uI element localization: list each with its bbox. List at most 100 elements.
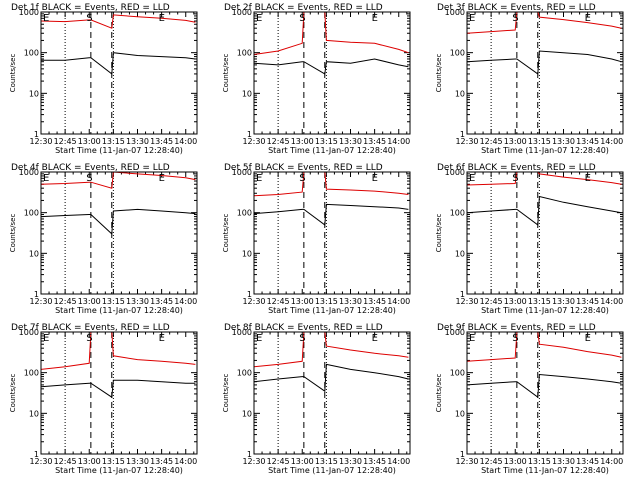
y-tick-label: 10 xyxy=(455,249,465,258)
panel-title: Det 6f BLACK = Events, RED = LLD xyxy=(437,163,596,173)
start-marker: S xyxy=(86,13,92,24)
y-axis-label: Counts/sec xyxy=(222,54,230,93)
x-tick-label: 12:30 xyxy=(455,297,478,306)
y-tick-label: 10 xyxy=(29,89,39,98)
x-tick-label: 13:00 xyxy=(291,297,314,306)
start-marker: S xyxy=(512,333,518,344)
x-tick-label: 13:15 xyxy=(315,137,338,146)
x-axis-label: Start Time (11-Jan-07 12:28:40) xyxy=(268,306,396,315)
y-tick-label: 10 xyxy=(29,249,39,258)
x-tick-label: 12:30 xyxy=(29,137,52,146)
x-tick-label: 13:30 xyxy=(126,457,149,466)
start-marker: S xyxy=(512,173,518,184)
y-axis-label: Counts/sec xyxy=(435,374,443,413)
x-tick-label: 12:30 xyxy=(242,297,265,306)
plot-area xyxy=(467,332,622,399)
end-marker: E xyxy=(159,13,165,24)
series-lld-line xyxy=(467,172,622,186)
x-tick-label: 14:00 xyxy=(174,297,197,306)
end-marker: E xyxy=(372,173,378,184)
y-tick-label: 100 xyxy=(24,209,39,218)
x-tick-label: 13:45 xyxy=(150,137,173,146)
end-marker-left: E xyxy=(43,13,49,24)
plot-frame xyxy=(40,11,198,135)
x-tick-label: 12:30 xyxy=(242,137,265,146)
start-marker: S xyxy=(299,173,305,184)
y-tick-label: 1 xyxy=(460,130,465,139)
end-marker-left: E xyxy=(469,13,475,24)
x-tick-label: 14:00 xyxy=(387,297,410,306)
x-tick-label: 13:45 xyxy=(363,297,386,306)
series-lld-line xyxy=(41,14,196,29)
x-tick-label: 13:45 xyxy=(576,297,599,306)
panel-title: Det 1f BLACK = Events, RED = LLD xyxy=(11,3,170,13)
x-tick-label: 13:45 xyxy=(576,457,599,466)
y-tick-label: 1 xyxy=(460,450,465,459)
x-tick-label: 13:00 xyxy=(291,457,314,466)
y-tick-label: 1 xyxy=(34,290,39,299)
x-tick-label: 12:30 xyxy=(29,297,52,306)
x-tick-label: 12:30 xyxy=(242,457,265,466)
plot-frame xyxy=(40,171,198,295)
x-axis-label: Start Time (11-Jan-07 12:28:40) xyxy=(268,466,396,475)
plot-area xyxy=(467,172,622,226)
y-tick-label: 1000 xyxy=(19,168,39,177)
series-lld-line xyxy=(41,172,196,189)
end-marker: E xyxy=(159,333,165,344)
end-marker: E xyxy=(585,173,591,184)
end-marker: E xyxy=(585,13,591,24)
x-tick-label: 14:00 xyxy=(600,457,623,466)
x-tick-label: 13:45 xyxy=(576,137,599,146)
x-tick-label: 12:30 xyxy=(29,457,52,466)
y-tick-label: 1 xyxy=(247,450,252,459)
x-tick-label: 13:30 xyxy=(126,297,149,306)
x-tick-label: 13:45 xyxy=(363,137,386,146)
x-tick-label: 13:00 xyxy=(504,457,527,466)
x-tick-label: 12:45 xyxy=(267,457,290,466)
y-axis-label: Counts/sec xyxy=(222,214,230,253)
y-tick-label: 10 xyxy=(242,89,252,98)
panel-title: Det 2f BLACK = Events, RED = LLD xyxy=(224,3,383,13)
plot-frame xyxy=(253,11,411,135)
panel-4: Det 4f BLACK = Events, RED = LLD 12:30 12:… xyxy=(9,163,198,315)
x-tick-label: 13:00 xyxy=(291,137,314,146)
end-marker: E xyxy=(372,333,378,344)
panel-6: Det 6f BLACK = Events, RED = LLD 12:30 12:… xyxy=(435,163,624,315)
series-events-line xyxy=(41,208,196,235)
y-tick-label: 1 xyxy=(34,130,39,139)
x-tick-label: 13:15 xyxy=(315,297,338,306)
series-events-line xyxy=(467,373,622,399)
panel-title: Det 3f BLACK = Events, RED = LLD xyxy=(437,3,596,13)
x-tick-label: 13:00 xyxy=(78,137,101,146)
start-marker: S xyxy=(299,333,305,344)
x-tick-label: 13:00 xyxy=(78,297,101,306)
x-tick-label: 13:15 xyxy=(315,457,338,466)
y-tick-label: 1 xyxy=(247,290,252,299)
y-tick-label: 10 xyxy=(242,409,252,418)
series-lld-line xyxy=(254,332,409,368)
plot-frame xyxy=(40,331,198,455)
series-events-line xyxy=(254,203,409,226)
y-tick-label: 100 xyxy=(237,49,252,58)
end-marker: E xyxy=(585,333,591,344)
series-events-line xyxy=(254,363,409,393)
series-events-line xyxy=(467,195,622,226)
plot-frame xyxy=(253,171,411,295)
x-tick-label: 13:45 xyxy=(150,457,173,466)
start-marker: S xyxy=(512,13,518,24)
x-tick-label: 12:30 xyxy=(455,137,478,146)
series-lld-line xyxy=(41,332,196,370)
y-axis-label: Counts/sec xyxy=(9,214,17,253)
end-marker-left: E xyxy=(469,333,475,344)
y-tick-label: 1000 xyxy=(19,8,39,17)
y-tick-label: 1000 xyxy=(445,328,465,337)
plot-area xyxy=(254,332,409,393)
y-tick-label: 1000 xyxy=(445,168,465,177)
x-tick-label: 13:30 xyxy=(552,137,575,146)
x-tick-label: 13:15 xyxy=(528,297,551,306)
end-marker: E xyxy=(372,13,378,24)
series-events-line xyxy=(254,58,409,75)
y-axis-label: Counts/sec xyxy=(9,374,17,413)
series-events-line xyxy=(467,50,622,75)
